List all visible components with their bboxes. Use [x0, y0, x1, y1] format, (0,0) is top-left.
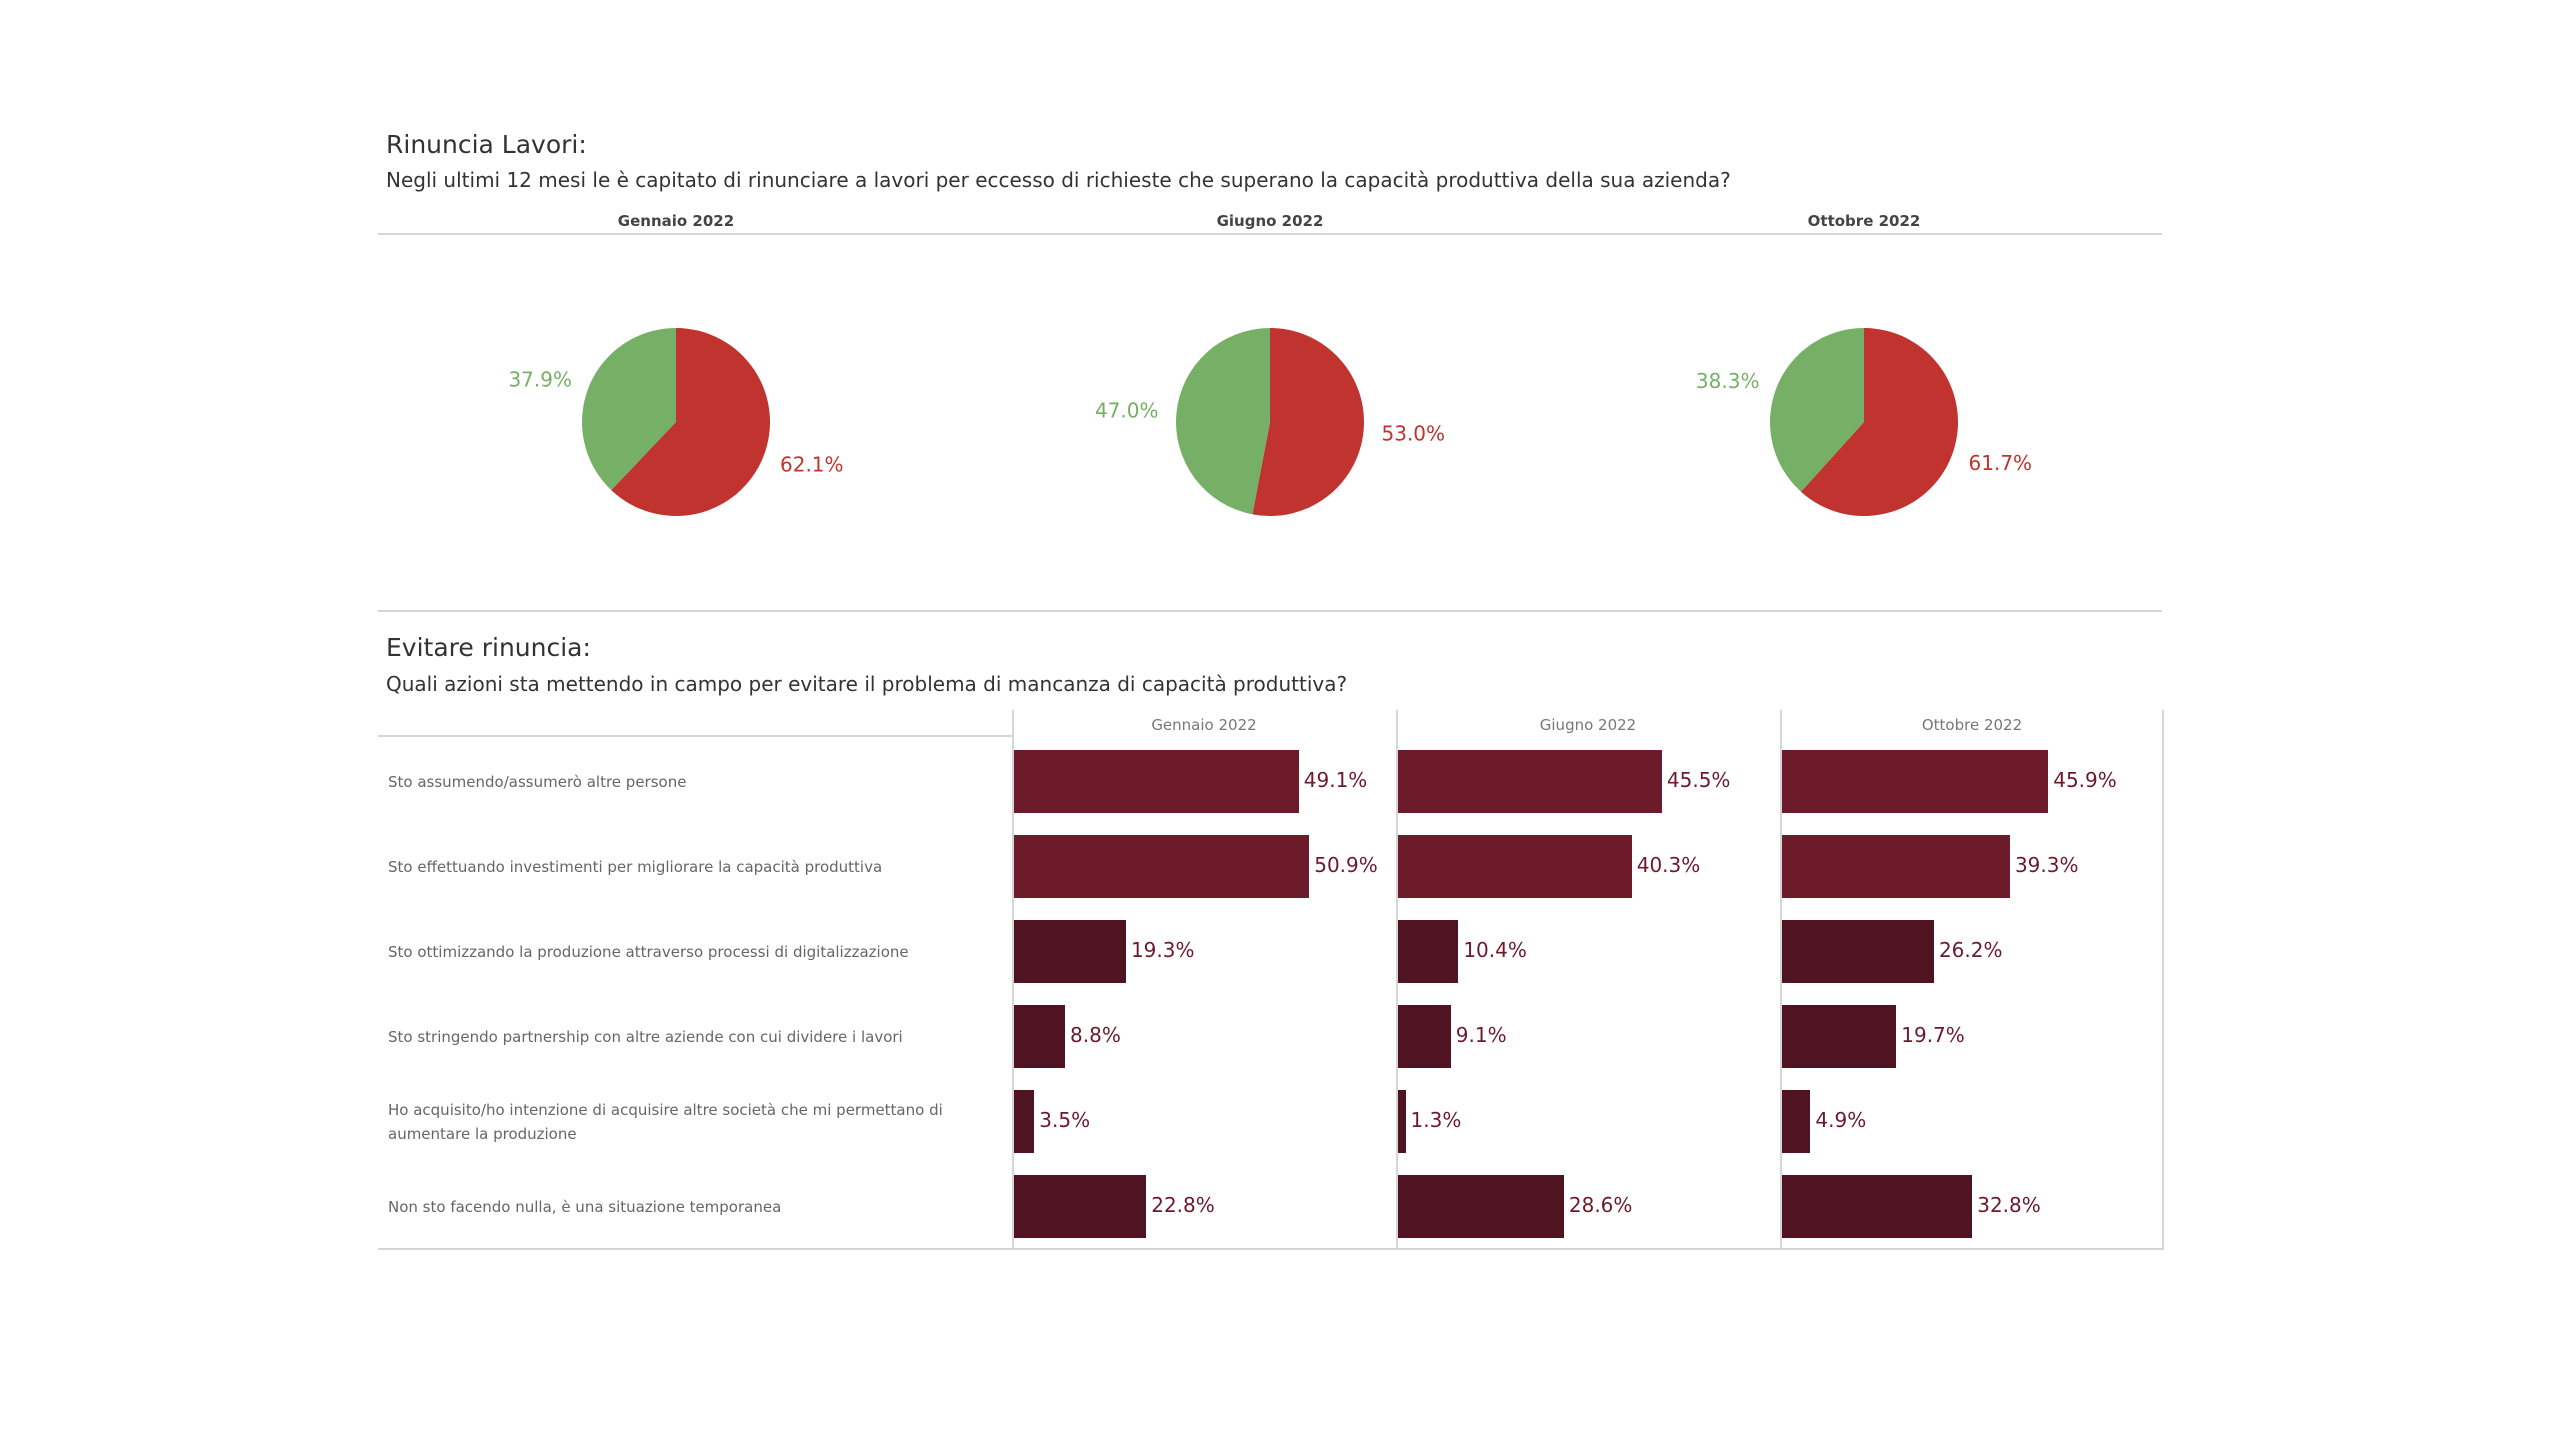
pie-slice-green — [582, 328, 676, 491]
divider — [378, 1248, 2164, 1250]
bar — [1014, 920, 1126, 983]
bar-value-label: 45.5% — [1666, 768, 1731, 792]
pie-label-red: 53.0% — [1382, 422, 1446, 446]
row-label: Sto stringendo partnership con altre azi… — [388, 1028, 903, 1046]
pie-label-green: 38.3% — [1696, 369, 1760, 393]
pie-period-header: Ottobre 2022 — [1807, 212, 1921, 230]
bar-period-header: Ottobre 2022 — [1921, 716, 2023, 734]
row-label: Sto ottimizzando la produzione attravers… — [388, 943, 909, 961]
pie-label-red: 61.7% — [1969, 451, 2033, 475]
bar — [1782, 920, 1934, 983]
pie-svg: 62.1% 37.9% 53.0% 47.0% 61.7% 38.3% — [508, 328, 2033, 516]
pie-slice-red — [611, 328, 770, 516]
bar-value-label: 45.9% — [2053, 768, 2117, 792]
panel-divider — [1780, 710, 1782, 1250]
panel-divider — [2162, 710, 2164, 1250]
bar-value-label: 1.3% — [1410, 1108, 1462, 1132]
pie-label-red: 62.1% — [780, 453, 844, 477]
bar — [1014, 1005, 1066, 1068]
bar-value-label: 8.8% — [1070, 1023, 1121, 1047]
bar — [1014, 835, 1310, 898]
pie-period-header: Giugno 2022 — [1216, 212, 1324, 230]
bar-value-label: 49.1% — [1303, 768, 1368, 792]
bar-value-label: 26.2% — [1938, 938, 2003, 962]
bar — [1398, 1005, 1451, 1068]
bar — [1398, 750, 1662, 813]
bar-value-label: 32.8% — [1977, 1193, 2041, 1217]
bar — [1398, 835, 1632, 898]
bar-value-label: 3.5% — [1039, 1108, 1091, 1132]
bar — [1398, 920, 1459, 983]
section-title-evitare: Evitare rinuncia: — [386, 633, 591, 662]
panel-divider — [1396, 710, 1398, 1250]
row-label: Non sto facendo nulla, è una situazione … — [388, 1198, 782, 1216]
bar-period-header: Giugno 2022 — [1539, 716, 1637, 734]
bar — [1398, 1090, 1406, 1153]
bar-value-label: 19.3% — [1130, 938, 1195, 962]
row-label: Sto assumendo/assumerò altre persone — [388, 773, 687, 791]
bar — [1014, 1090, 1035, 1153]
bar — [1782, 1005, 1897, 1068]
panel-divider — [1012, 710, 1014, 1250]
row-label: Sto effettuando investimenti per miglior… — [388, 858, 883, 876]
bar — [1782, 750, 2049, 813]
bar-value-label: 19.7% — [1901, 1023, 1965, 1047]
bar — [1014, 1175, 1147, 1238]
bar — [1782, 1090, 1811, 1153]
bar-value-label: 22.8% — [1151, 1193, 1215, 1217]
pie-slice-green — [1175, 328, 1270, 515]
section-subtitle-rinuncia: Negli ultimi 12 mesi le è capitato di ri… — [386, 168, 1731, 192]
bar-value-label: 40.3% — [1636, 853, 1701, 877]
section-subtitle-evitare: Quali azioni sta mettendo in campo per e… — [386, 672, 1348, 696]
pie-slice-red — [1800, 328, 1958, 516]
pie-period-header: Gennaio 2022 — [617, 212, 735, 230]
bar-value-label: 4.9% — [1815, 1108, 1867, 1132]
bar — [1398, 1175, 1564, 1238]
pie-charts-area: 62.1% 37.9% 53.0% 47.0% 61.7% 38.3% — [0, 0, 2560, 600]
bar-value-label: 39.3% — [2014, 853, 2079, 877]
pie-slice-green — [1769, 328, 1864, 492]
bar-value-label: 28.6% — [1568, 1193, 1633, 1217]
bar — [1782, 835, 2010, 898]
bar-value-label: 50.9% — [1314, 853, 1378, 877]
divider — [378, 735, 1012, 737]
divider — [378, 610, 2162, 612]
bar-value-label: 10.4% — [1463, 938, 1527, 962]
bar — [1014, 750, 1299, 813]
row-label: Ho acquisito/ho intenzione di acquisire … — [388, 1101, 943, 1143]
divider — [378, 233, 2162, 235]
pie-label-green: 47.0% — [1095, 398, 1159, 422]
pie-label-green: 37.9% — [508, 367, 572, 391]
bar-value-label: 9.1% — [1455, 1023, 1507, 1047]
pie-slice-red — [1252, 328, 1364, 516]
bar-period-header: Gennaio 2022 — [1151, 716, 1257, 734]
section-title-rinuncia: Rinuncia Lavori: — [386, 130, 587, 159]
bar — [1782, 1175, 1973, 1238]
